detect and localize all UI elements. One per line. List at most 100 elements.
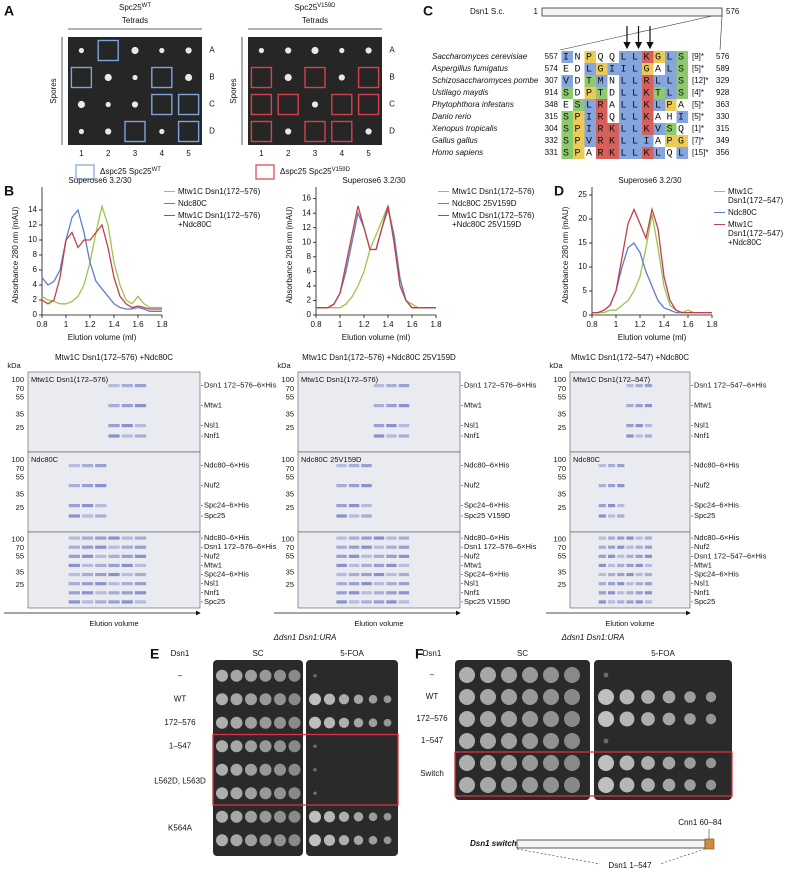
band-label: Spc25 <box>204 597 225 606</box>
yeast-spot <box>459 711 475 727</box>
genotype-box <box>250 120 273 143</box>
spore-colony <box>78 128 84 135</box>
band-label: Nuf2 <box>464 551 480 560</box>
marker-label: 55 <box>558 551 566 560</box>
residue-shade <box>665 87 677 99</box>
band-label: Ndc80–6×His <box>204 533 249 542</box>
marker-label: 100 <box>11 535 24 544</box>
y-tick-label: 20 <box>578 214 587 223</box>
insert-count: [5]* <box>692 112 704 121</box>
protein-band <box>348 563 360 568</box>
section-label: Mtw1C Dsn1(172–576) <box>301 375 379 384</box>
yeast-spot <box>641 778 655 792</box>
residue-shade <box>607 123 619 135</box>
protein-band <box>95 536 107 540</box>
marker-label: 55 <box>286 473 294 482</box>
protein-band <box>121 384 133 388</box>
construct-name: Dsn1 switch <box>470 839 517 848</box>
yeast-spot <box>230 716 243 729</box>
y-tick-label: 15 <box>578 238 587 247</box>
yeast-spot <box>543 777 559 793</box>
gel-footer: Elution volume <box>89 619 138 628</box>
spore-colony <box>185 47 192 54</box>
protein-band <box>134 572 147 577</box>
yeast-spot <box>288 763 301 776</box>
y-tick-label: 8 <box>307 252 312 261</box>
sequence: VDTMNLLRLLS <box>563 77 690 88</box>
marker-label: 100 <box>281 375 294 384</box>
protein-band <box>81 484 94 488</box>
residue-shade <box>619 51 631 63</box>
residue-shade <box>642 123 654 135</box>
band-label: Mtw1 <box>694 401 712 410</box>
spore-colony <box>159 128 165 135</box>
marker-label: 70 <box>558 384 566 393</box>
residue-shade <box>630 123 642 135</box>
protein-band <box>95 582 107 586</box>
sequence: SDPTDLLKTLS <box>563 89 690 100</box>
protein-band <box>373 572 385 577</box>
protein-band <box>68 582 80 586</box>
construct-bar <box>516 839 706 849</box>
protein-band <box>134 384 147 388</box>
seq-end: 928 <box>716 88 730 97</box>
spore-colony <box>285 128 292 135</box>
yeast-spot <box>564 755 580 771</box>
yeast-spot <box>288 810 301 823</box>
protein-band <box>626 404 634 408</box>
residue-shade <box>619 75 631 87</box>
legend-item: Mtw1C Dsn1(172–547) +Ndc80C <box>714 220 794 247</box>
row-label: 172–576 <box>164 718 196 727</box>
protein-band <box>626 384 634 388</box>
x-tick-label: 1.2 <box>634 320 646 329</box>
band-label: Dsn1 172–576–6×His <box>464 381 537 390</box>
protein-band <box>361 504 372 508</box>
yeast-spot <box>383 836 392 845</box>
protein-band <box>398 404 410 408</box>
x-tick-label: 1.4 <box>658 320 670 329</box>
protein-band <box>68 504 80 508</box>
medium-label: 5-FOA <box>651 649 675 658</box>
legend-swatch <box>438 203 449 204</box>
yeast-spot <box>230 669 243 682</box>
seq-start: 315 <box>545 112 559 121</box>
residue-shade <box>584 63 596 75</box>
residue-shade <box>630 99 642 111</box>
protein-band <box>68 536 80 540</box>
protein-band <box>361 600 372 604</box>
band-label: Nuf2 <box>694 481 710 490</box>
protein-band <box>635 563 643 568</box>
spore-colony <box>365 47 372 54</box>
plate-image <box>213 660 303 856</box>
legend-label: Ndc80C 25V159D <box>452 199 517 208</box>
sequence: SPIRKLLKVSQ <box>563 125 690 136</box>
protein-band <box>95 464 107 468</box>
yeast-spot <box>501 667 517 683</box>
marker-label: 100 <box>281 535 294 544</box>
protein-band <box>598 563 606 568</box>
marker-label: 100 <box>553 375 566 384</box>
protein-band <box>644 563 653 568</box>
yeast-spot <box>216 669 228 682</box>
yeast-spot <box>245 810 257 823</box>
protein-band <box>108 384 120 388</box>
yeast-spot <box>353 718 364 728</box>
row-label: C <box>389 100 395 109</box>
protein-band <box>348 484 360 488</box>
protein-band <box>398 384 410 388</box>
band-label: Dsn1 172–576–6×His <box>464 542 537 551</box>
marker-label: 100 <box>11 455 24 464</box>
residue-shade <box>573 99 585 111</box>
col-label: 5 <box>366 149 371 158</box>
yeast-spot <box>353 812 364 822</box>
yeast-spot <box>705 757 717 769</box>
protein-band <box>644 384 653 388</box>
protein-band <box>336 554 347 558</box>
protein-band <box>348 545 360 549</box>
species-name: Ustilago maydis <box>432 88 488 97</box>
protein-band <box>121 404 133 408</box>
x-tick-label: 1.4 <box>382 320 394 329</box>
residue-shade <box>573 111 585 123</box>
y-tick-label: 0 <box>583 310 588 319</box>
x-tick-label: 1.6 <box>132 320 144 329</box>
